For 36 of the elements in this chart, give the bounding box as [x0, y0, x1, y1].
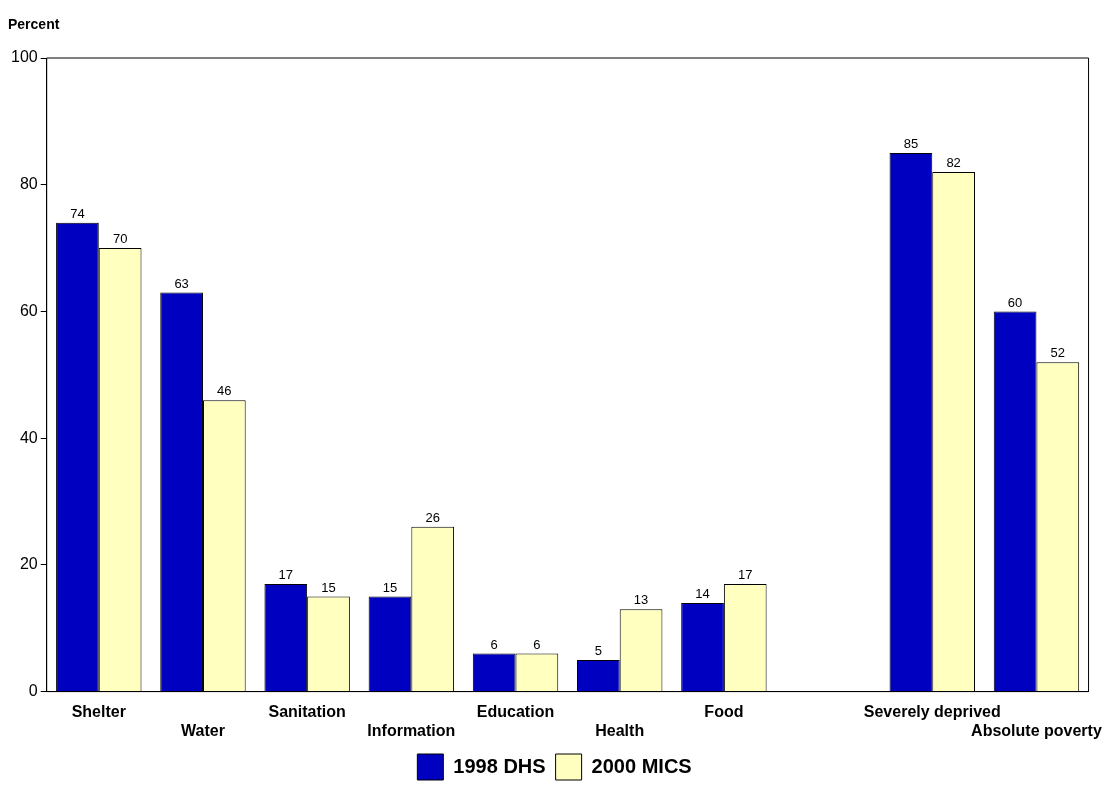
x-tick-label: Sanitation	[268, 702, 346, 720]
data-label: 17	[738, 566, 753, 582]
y-tick-label: 60	[19, 301, 38, 319]
data-label: 17	[278, 566, 294, 582]
y-tick-label: 80	[19, 175, 38, 193]
y-tick-label: 20	[19, 555, 38, 573]
data-label: 6	[533, 636, 541, 652]
data-label: 15	[321, 579, 336, 595]
x-tick-label: Shelter	[71, 702, 126, 720]
data-label: 26	[425, 509, 440, 525]
data-label: 60	[1007, 294, 1023, 310]
data-label: 85	[903, 136, 919, 152]
data-label: 63	[174, 275, 189, 291]
legend-label: 1998 DHS	[453, 754, 546, 777]
y-axis-title: Percent	[8, 15, 60, 32]
legend-label: 2000 MICS	[591, 754, 692, 777]
x-tick-label: Information	[367, 721, 456, 739]
data-label: 15	[382, 579, 398, 595]
data-label: 46	[217, 383, 232, 399]
data-label: 52	[1050, 345, 1066, 361]
x-tick-label: Water	[181, 721, 225, 739]
x-tick-label: Education	[476, 702, 555, 720]
x-tick-label: Food	[704, 702, 744, 720]
data-label: 82	[946, 155, 961, 171]
x-tick-label: Severely deprived	[863, 702, 1001, 720]
data-label: 70	[112, 231, 128, 247]
data-label: 74	[70, 205, 85, 221]
x-tick-label: Health	[595, 721, 645, 739]
x-tick-label: Absolute poverty	[971, 721, 1102, 739]
y-tick-label: 100	[10, 48, 38, 66]
data-label: 5	[594, 643, 602, 658]
data-label: 13	[633, 592, 649, 608]
data-label: 6	[490, 636, 498, 652]
y-tick-label: 40	[19, 428, 38, 446]
data-label: 14	[695, 585, 710, 601]
y-tick-label: 0	[28, 682, 38, 700]
